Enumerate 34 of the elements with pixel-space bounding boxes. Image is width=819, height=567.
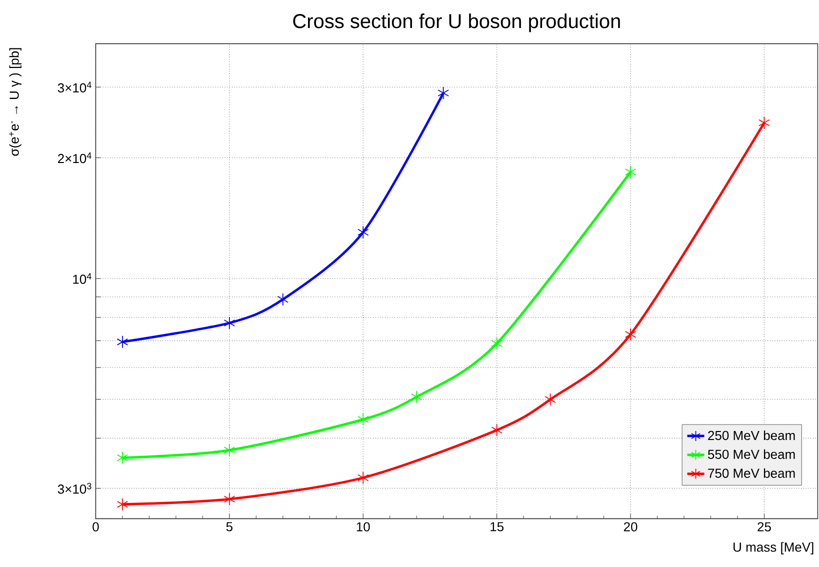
x-axis-title: U mass [MeV]: [734, 542, 814, 554]
point: [624, 328, 636, 341]
x-tick-label: 25: [758, 522, 771, 532]
point: [624, 166, 636, 178]
y-tick-label: 3×10$^{4}$: [58, 82, 92, 92]
y-axis-title: σ(e$^{+}$e$^{-}$ → U γ ) [pb]: [9, 48, 22, 156]
point: [357, 471, 369, 484]
legend-label: 750 MeV beam: [708, 468, 795, 478]
point: [491, 424, 502, 437]
point: [491, 337, 502, 350]
x-tick-label: 10: [356, 522, 370, 532]
x-tick-label: 5: [226, 522, 232, 532]
point: [224, 492, 236, 506]
point: [758, 116, 770, 130]
point: [357, 226, 369, 239]
x-tick-label: 0: [92, 522, 99, 532]
point: [224, 444, 236, 457]
point: [410, 390, 422, 404]
y-tick-label: 2×10$^{4}$: [58, 152, 92, 164]
point: [277, 292, 289, 306]
point: [438, 86, 449, 100]
point: [116, 335, 128, 348]
point: [116, 451, 128, 464]
point: [544, 393, 556, 406]
point: [116, 498, 128, 511]
legend-label: 250 MeV beam: [708, 430, 795, 440]
y-tick-label: 10$^{4}$: [73, 273, 92, 284]
chart-title: Cross section for U boson production: [293, 14, 620, 32]
point: [224, 316, 236, 330]
x-tick-label: 15: [490, 522, 504, 532]
point: [357, 412, 369, 426]
y-tick-label: 3×10$^{3}$: [58, 482, 92, 494]
legend-label: 550 MeV beam: [708, 449, 795, 459]
x-tick-label: 20: [624, 522, 638, 532]
